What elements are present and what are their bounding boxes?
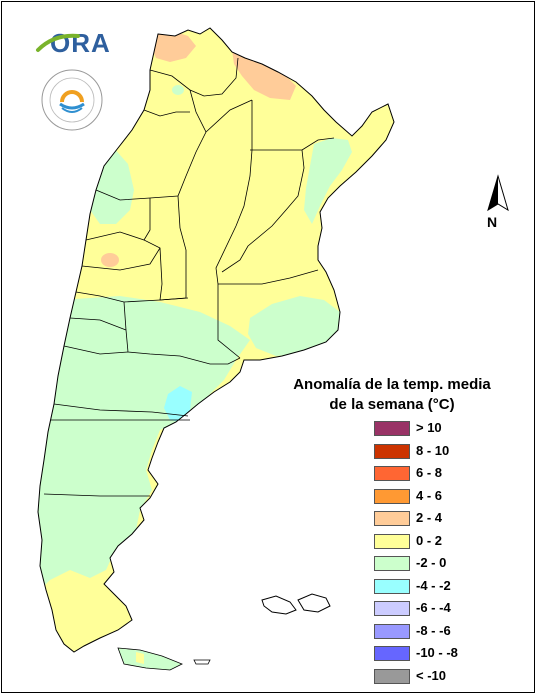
legend-swatch [374,533,410,549]
legend-item: < -10 [374,666,494,689]
legend-swatch [374,488,410,504]
legend-swatch [374,466,410,481]
malvinas-islands [261,593,331,615]
region-south-cool [38,296,250,652]
legend-item: -10 - -8 [374,643,494,666]
legend-label: -4 - -2 [416,577,451,593]
legend-title: Anomalía de la temp. media de la semana … [292,375,492,415]
country-outline [37,27,395,653]
legend-label: -8 - -6 [416,622,451,638]
legend-item: -4 - -2 [374,576,494,599]
legend-swatch [374,511,410,526]
region-puna-cool [172,85,184,95]
tierra-del-fuego [117,647,183,671]
legend-swatch [374,646,410,661]
legend-item: -8 - -6 [374,621,494,644]
legend-title-line2: de la semana (°C) [329,396,455,413]
legend-label: -2 - 0 [416,555,447,570]
legend-label: 6 - 8 [416,465,443,480]
isla-de-los-estados [193,659,211,665]
region-north-warm [150,30,196,62]
legend-swatch [374,668,410,684]
legend-label: 4 - 6 [416,487,443,503]
legend-item: -6 - -4 [374,598,494,621]
province-borders [43,57,335,497]
north-label: N [487,214,498,230]
legend-item: 6 - 8 [374,463,494,486]
legend-label: -6 - -4 [416,600,451,615]
legend-item: 0 - 2 [374,531,494,554]
region-east-cool [248,296,340,356]
legend-item: 4 - 6 [374,486,494,509]
legend-label: 8 - 10 [416,442,450,458]
legend-label: < -10 [416,667,446,683]
ora-logo-swoosh-icon [36,33,80,52]
legend-swatch [374,421,410,436]
legend-label: -10 - -8 [416,645,458,660]
north-arrow-icon [487,174,509,212]
legend-swatch [374,601,410,616]
legend-item: -2 - 0 [374,553,494,576]
legend-item: 2 - 4 [374,508,494,531]
ora-logo: ORA [50,28,111,58]
region-northeast-cool [304,138,352,224]
region-valdes-cold [164,386,192,422]
legend-label: 2 - 4 [416,510,443,525]
tierra-del-fuego-warm [136,652,144,664]
legend-swatch [374,556,410,571]
smn-logo [41,69,103,131]
legend-swatch [374,623,410,639]
region-northeast-warm [232,50,296,100]
legend-item: 8 - 10 [374,441,494,464]
legend-label: 0 - 2 [416,532,443,548]
legend-title-line1: Anomalía de la temp. media [293,376,491,393]
legend-swatch [374,443,410,459]
legend: > 10 8 - 10 6 - 8 4 - 6 2 - 4 0 - 2 -2 - 0 -4 -… [374,418,494,688]
legend-swatch [374,578,410,594]
legend-item: > 10 [374,418,494,441]
region-cuyo-warm [101,253,119,267]
legend-label: > 10 [416,420,442,435]
